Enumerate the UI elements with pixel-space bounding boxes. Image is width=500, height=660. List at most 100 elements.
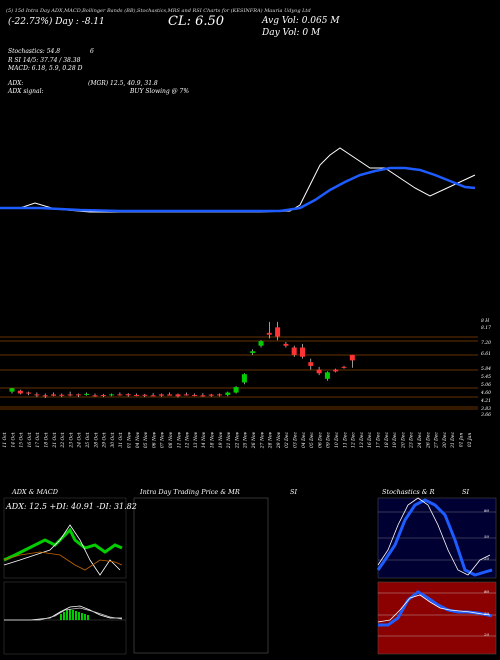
date-axis: 11 Oct 14 Oct 15 Oct 16 Oct 17 Oct 18 Oct 21 O… [2, 431, 473, 449]
date-tick-label: 04 Dec [301, 432, 307, 448]
candle-body [9, 388, 15, 392]
date-tick-label: 25 Nov [243, 431, 249, 449]
date-tick-label: 16 Oct [27, 432, 33, 447]
candle-body [308, 362, 314, 366]
date-tick-label: 02 Jan [467, 433, 473, 448]
candle-body [75, 394, 81, 396]
price-tick-label: 8 H [481, 318, 489, 324]
adx-values: ADX: 12.5 +DI: 40.91 -DI: 31.82 [6, 502, 137, 511]
date-tick-label: 29 Nov [276, 431, 282, 449]
candle-body [341, 366, 347, 368]
date-tick-label: 19 Nov [218, 431, 224, 448]
candle-body [59, 394, 65, 396]
date-tick-label: 11 Nov [176, 431, 182, 448]
date-tick-label: 28 Oct [93, 432, 99, 448]
candle-body [84, 393, 90, 395]
candle-body [192, 394, 198, 396]
date-tick-label: 22 Nov [234, 431, 240, 449]
date-tick-label: 13 Nov [193, 431, 199, 448]
date-tick-label: 06 Dec [317, 432, 323, 448]
adx-white-line [3, 524, 121, 576]
date-tick-label: 05 Nov [143, 431, 149, 448]
stoch-tick-50: 50 [484, 534, 490, 539]
candle-body [92, 395, 98, 397]
adx-panel [3, 497, 127, 579]
adx-orange-line [3, 551, 123, 571]
candle-body [258, 341, 264, 346]
date-tick-label: 15 Oct [19, 432, 25, 447]
stoch-tick-20: 20 [484, 556, 490, 561]
candle-body [167, 394, 173, 396]
candle-body [158, 394, 164, 396]
candle-body [117, 394, 123, 396]
day-volume: Day Vol: 0 M [262, 28, 321, 38]
macd-white-line [4, 605, 122, 621]
date-tick-label: 23 Dec [409, 432, 415, 449]
date-tick-label: 17 Oct [35, 432, 41, 447]
price-tick-label: 4.21 [480, 398, 491, 404]
date-tick-label: 07 Nov [160, 431, 166, 448]
mgr-summary: (MGR) 12.5, 40.9, 31.8 [88, 80, 158, 87]
candle-body [142, 394, 148, 396]
avg-volume: Avg Vol: 0.065 M [262, 16, 340, 26]
date-tick-label: 19 Dec [392, 432, 398, 448]
date-tick-label: 21 Oct [52, 432, 58, 448]
date-tick-label: 21 Nov [226, 431, 232, 449]
date-tick-label: 11 Oct [2, 432, 8, 447]
date-tick-label: 26 Nov [251, 431, 257, 449]
chart-title: (5) 15d Intra Day ADX,MACD,Bollinger Ban… [6, 8, 311, 14]
stoch-blue-line [376, 498, 493, 577]
date-tick-label: 20 Dec [400, 432, 406, 449]
candle-body [233, 387, 239, 393]
date-tick-label: 02 Dec [284, 432, 290, 448]
date-tick-label: 12 Dec [351, 432, 357, 448]
candle-body [42, 395, 48, 397]
stochastics-value: 6 [90, 48, 94, 55]
adx-green-line [3, 527, 123, 562]
candle-body [67, 394, 73, 396]
date-tick-label: 06 Nov [151, 431, 157, 448]
price-tick-label: 5.06 [481, 382, 491, 388]
candle-body [349, 354, 355, 361]
date-tick-label: 13 Dec [359, 432, 365, 448]
candle-body [26, 392, 32, 394]
mrs-blue-line [0, 166, 476, 213]
candle-body [300, 347, 305, 357]
date-tick-label: 24 Oct [77, 432, 83, 448]
candle-body [333, 369, 339, 372]
candle-body [241, 374, 247, 383]
adx-signal-label: ADX signal: [8, 88, 44, 95]
date-tick-label: 30 Oct [110, 432, 116, 447]
date-tick-label: 24 Dec [417, 432, 423, 449]
candle-body [316, 369, 322, 374]
date-tick-label: 01 Jan [459, 433, 465, 448]
candle-body [109, 394, 115, 396]
rsi-summary: R SI 14/5: 37.74 / 38.38 [8, 57, 81, 64]
date-tick-label: 23 Oct [68, 432, 74, 448]
intraday-si: SI [290, 488, 298, 496]
date-tick-label: 01 Nov [127, 431, 133, 448]
candle-body [266, 332, 272, 335]
intraday-title: Intra Day Trading Price & MR [140, 488, 240, 496]
date-tick-label: 31 Oct [118, 432, 124, 447]
date-tick-label: 08 Nov [168, 431, 174, 448]
macd-signal-line [4, 607, 123, 621]
candle-body [125, 394, 131, 396]
close-price: CL: 6.50 [168, 14, 225, 29]
price-tick-label: 4.60 [480, 390, 491, 396]
price-tick-label: 7.20 [481, 340, 491, 346]
date-tick-label: 26 Dec [425, 432, 431, 449]
date-tick-label: 25 Oct [85, 432, 91, 448]
date-tick-label: 17 Dec [376, 432, 382, 448]
mrs-white-line [0, 147, 476, 213]
price-tick-label: 6.61 [481, 351, 491, 357]
candle-body [225, 392, 231, 395]
candle-body [51, 394, 56, 396]
intraday-panel [133, 497, 269, 654]
stochastics-summary: Stochastics: 54.8 [8, 48, 61, 55]
candle-body [134, 394, 139, 396]
candle-body [275, 327, 281, 337]
price-tick-label: 5.84 [481, 366, 491, 372]
date-tick-label: 18 Nov [210, 431, 216, 448]
